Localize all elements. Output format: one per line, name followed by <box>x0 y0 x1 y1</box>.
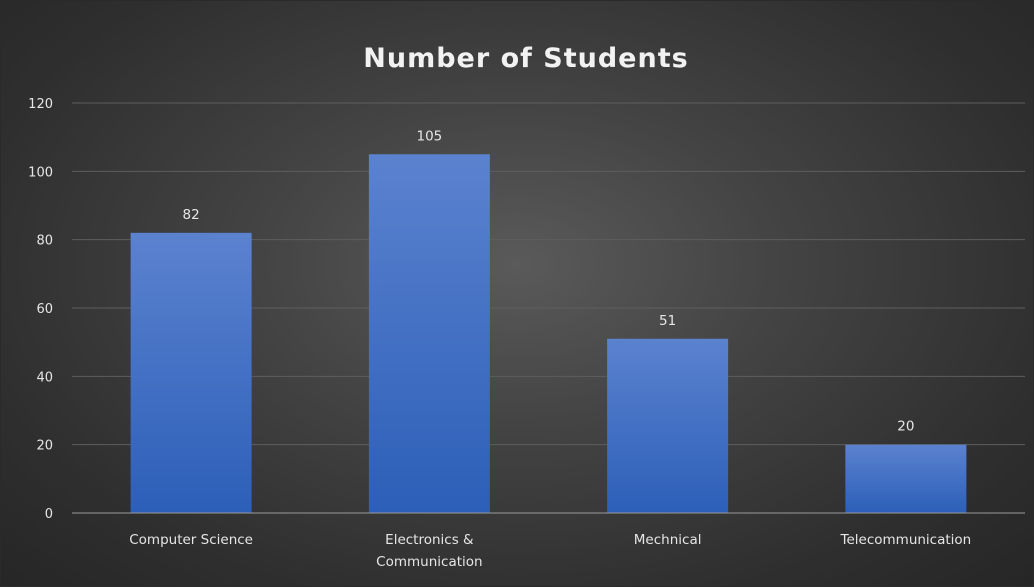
x-category-label-line: Mechnical <box>634 532 702 548</box>
x-axis-categories: Computer Science Electronics & Communicati… <box>129 532 971 570</box>
bar <box>368 154 490 513</box>
data-label: 82 <box>183 207 200 223</box>
y-tick-label: 120 <box>28 97 53 112</box>
bar <box>130 232 252 514</box>
y-tick-label: 60 <box>36 302 53 317</box>
y-tick-label: 100 <box>28 165 53 180</box>
x-category-label-line: Electronics & <box>385 532 474 548</box>
x-category-label: Telecommunication <box>840 532 972 548</box>
data-label: 20 <box>897 419 914 435</box>
bars <box>130 154 967 514</box>
x-category-label: Electronics & Communication <box>376 532 482 570</box>
y-axis-ticks: 0 20 40 60 80 100 120 <box>28 97 53 522</box>
x-category-label-line: Computer Science <box>129 532 253 548</box>
y-tick-label: 80 <box>36 234 53 249</box>
y-tick-label: 0 <box>45 507 53 522</box>
x-category-label-line: Telecommunication <box>840 532 972 548</box>
bar <box>845 444 967 513</box>
data-label: 105 <box>416 128 442 144</box>
bar <box>607 338 729 513</box>
y-tick-label: 40 <box>36 370 53 385</box>
x-category-label-line: Communication <box>376 554 482 570</box>
y-tick-label: 20 <box>36 439 53 454</box>
chart-title: Number of Students <box>363 43 688 74</box>
x-category-label: Mechnical <box>634 532 702 548</box>
data-labels: 82 105 51 20 <box>183 128 915 434</box>
data-label: 51 <box>659 313 676 329</box>
x-category-label: Computer Science <box>129 532 253 548</box>
